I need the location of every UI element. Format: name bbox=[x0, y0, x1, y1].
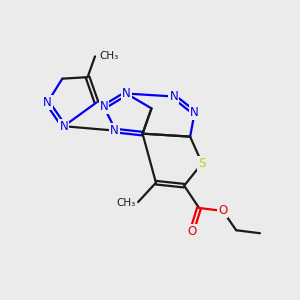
Text: O: O bbox=[218, 204, 227, 218]
Text: CH₃: CH₃ bbox=[116, 199, 135, 208]
Text: N: N bbox=[190, 106, 199, 119]
Text: N: N bbox=[59, 120, 68, 133]
Text: O: O bbox=[187, 225, 196, 238]
Text: N: N bbox=[43, 96, 52, 109]
Text: S: S bbox=[198, 157, 206, 170]
Text: CH₃: CH₃ bbox=[100, 51, 119, 62]
Text: N: N bbox=[169, 90, 178, 103]
Text: N: N bbox=[122, 87, 130, 100]
Text: N: N bbox=[110, 124, 119, 137]
Text: N: N bbox=[100, 100, 108, 113]
